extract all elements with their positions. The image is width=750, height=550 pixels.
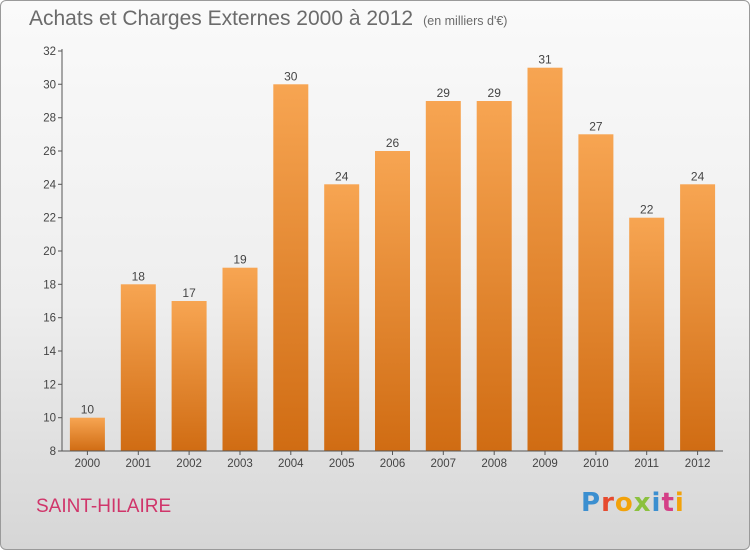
- logo-letter: t: [661, 488, 675, 518]
- value-label-2003: 19: [233, 253, 247, 267]
- y-tick-label-28: 28: [43, 113, 56, 125]
- bar-2004: [273, 84, 309, 452]
- value-label-2005: 24: [335, 169, 349, 183]
- x-tick-label-2004: 2004: [278, 458, 304, 470]
- y-tick-label-30: 30: [43, 79, 56, 91]
- x-tick-label-2009: 2009: [532, 458, 558, 470]
- value-label-2001: 18: [132, 269, 146, 283]
- y-tick-label-20: 20: [43, 246, 56, 258]
- x-tick-label-2012: 2012: [685, 458, 711, 470]
- y-tick-label-8: 8: [50, 446, 56, 458]
- commune-name: SAINT-HILAIRE: [36, 496, 172, 517]
- bar-2006: [375, 151, 410, 451]
- bar-2007: [425, 101, 461, 451]
- value-label-2002: 17: [182, 286, 196, 300]
- x-tick-label-2003: 2003: [227, 458, 253, 470]
- y-tick-label-12: 12: [43, 379, 56, 391]
- logo-letter: r: [601, 488, 615, 518]
- bar-2012: [680, 184, 716, 452]
- y-tick-label-14: 14: [43, 346, 56, 358]
- x-tick-label-2007: 2007: [431, 458, 457, 470]
- logo-letter: P: [581, 488, 602, 518]
- axes-group: [58, 49, 723, 455]
- logo-letter: i: [651, 488, 662, 518]
- bar-2008: [476, 101, 512, 451]
- bar-2009: [527, 67, 563, 451]
- value-label-2007: 29: [437, 86, 451, 100]
- y-tick-label-24: 24: [43, 179, 56, 191]
- bar-2001: [120, 284, 156, 451]
- value-label-2010: 27: [589, 119, 603, 133]
- value-label-2008: 29: [488, 86, 502, 100]
- x-tick-label-2002: 2002: [176, 458, 202, 470]
- x-tick-label-2008: 2008: [481, 458, 507, 470]
- bar-2011: [629, 217, 665, 451]
- logo-letter: x: [633, 488, 652, 518]
- x-tick-label-2001: 2001: [126, 458, 152, 470]
- labels-group: 10 2000 18 2001 17 2002 19 2003 30 2004 24 2005 26 20…: [43, 46, 710, 470]
- x-tick-label-2011: 2011: [634, 458, 659, 470]
- y-tick-label-26: 26: [43, 146, 56, 158]
- logo-letter: o: [614, 488, 634, 518]
- y-tick-label-10: 10: [43, 413, 56, 425]
- y-tick-label-18: 18: [43, 279, 56, 291]
- value-label-2009: 31: [538, 53, 552, 67]
- value-label-2004: 30: [284, 69, 298, 83]
- bar-2003: [222, 267, 258, 451]
- value-label-2000: 10: [81, 403, 95, 417]
- x-tick-label-2010: 2010: [583, 458, 609, 470]
- y-tick-label-32: 32: [43, 46, 56, 58]
- value-label-2011: 22: [640, 203, 654, 217]
- chart-title: Achats et Charges Externes 2000 à 2012 (e…: [29, 7, 507, 31]
- bar-2002: [171, 301, 207, 451]
- bar-2000: [69, 417, 105, 451]
- bar-2010: [578, 134, 614, 452]
- title-unit: (en milliers d'€): [423, 14, 508, 28]
- logo-letter: i: [674, 488, 685, 518]
- x-tick-label-2005: 2005: [329, 458, 355, 470]
- bar-2005: [324, 184, 360, 452]
- y-tick-label-16: 16: [43, 313, 56, 325]
- bars-group: [69, 67, 716, 452]
- y-tick-label-22: 22: [43, 213, 56, 225]
- proxiti-logo: Proxiti: [581, 488, 685, 518]
- x-tick-label-2000: 2000: [75, 458, 101, 470]
- value-label-2006: 26: [386, 136, 400, 150]
- value-label-2012: 24: [691, 169, 705, 183]
- x-tick-label-2006: 2006: [380, 458, 406, 470]
- title-text: Achats et Charges Externes 2000 à 2012: [29, 7, 414, 30]
